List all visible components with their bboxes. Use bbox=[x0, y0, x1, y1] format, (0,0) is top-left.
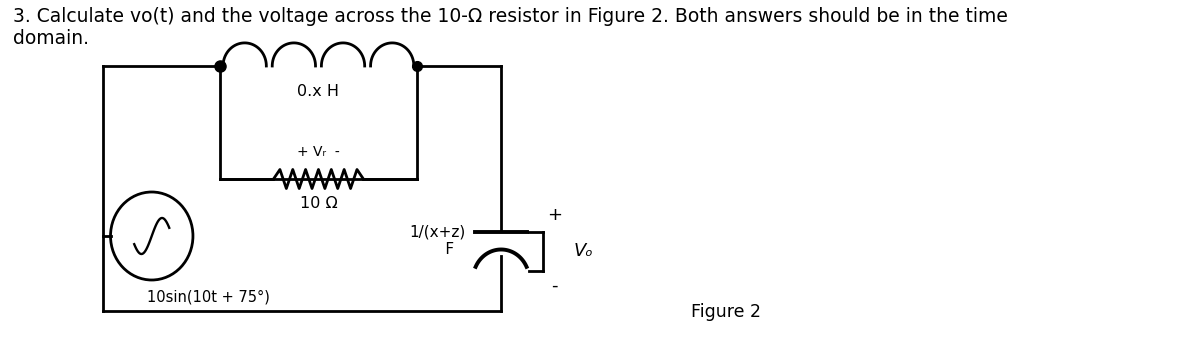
Text: -: - bbox=[551, 277, 558, 295]
Text: +: + bbox=[547, 206, 562, 224]
Text: 3. Calculate vo(t) and the voltage across the 10-Ω resistor in Figure 2. Both an: 3. Calculate vo(t) and the voltage acros… bbox=[13, 7, 1008, 48]
Text: 10sin(10t + 75°): 10sin(10t + 75°) bbox=[148, 289, 270, 304]
Text: 0.x H: 0.x H bbox=[298, 84, 340, 99]
Text: Vₒ: Vₒ bbox=[574, 242, 593, 261]
Text: Figure 2: Figure 2 bbox=[691, 302, 761, 321]
Text: 10 Ω: 10 Ω bbox=[300, 196, 337, 211]
Text: 1/(x+z)
     F: 1/(x+z) F bbox=[409, 225, 466, 257]
Text: + Vᵣ  -: + Vᵣ - bbox=[298, 145, 340, 159]
